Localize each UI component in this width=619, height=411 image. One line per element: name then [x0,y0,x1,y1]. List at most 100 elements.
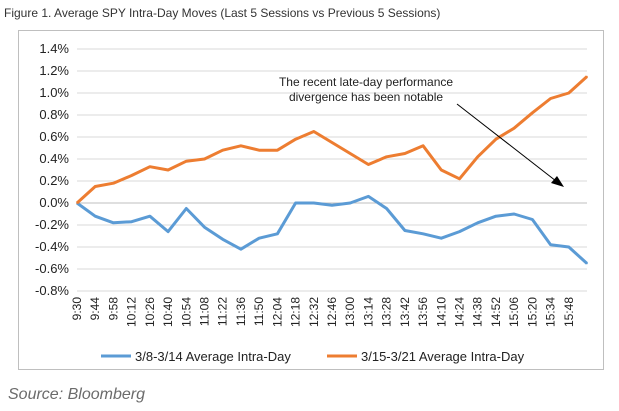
x-tick-label: 12:32 [307,297,321,327]
data-point [495,138,497,140]
legend: 3/8-3/14 Average Intra-Day 3/15-3/21 Ave… [101,349,525,364]
chart-frame: 1.4% 1.2% 1.0% 0.8% 0.6% 0.4% 0.2% 0.0% -0.2% -0.… [18,30,604,370]
data-point [313,130,315,133]
data-point [203,158,206,160]
data-point [331,204,333,206]
data-point [276,149,279,151]
annotation-line-2: divergence has been notable [289,90,443,104]
y-tick-label: 0.0% [39,195,69,210]
data-point [294,138,297,140]
legend-label-blue: 3/8-3/14 Average Intra-Day [135,349,291,364]
data-point [313,202,315,204]
data-point [458,178,461,180]
y-tick-label: 0.8% [39,107,69,122]
data-point [167,230,169,233]
data-point [258,237,260,239]
series-line-3-8-to-3-14 [76,194,589,265]
y-tick-label: -0.6% [35,261,69,276]
data-point [331,141,333,144]
x-tick-label: 12:18 [289,297,303,327]
data-point [586,262,588,265]
data-point [240,248,242,250]
x-tick-label: 11:08 [198,297,212,326]
data-point [440,237,443,239]
data-point [240,145,242,147]
x-tick-label: 14:24 [453,297,467,327]
x-tick-label: 14:52 [489,297,503,327]
grid-layer [77,48,587,292]
x-tick-label: 13:00 [343,297,357,327]
y-tick-label: 0.2% [39,173,69,188]
data-point [513,213,515,215]
line-chart: 1.4% 1.2% 1.0% 0.8% 0.6% 0.4% 0.2% 0.0% -0.2% -0.… [35,41,589,364]
y-tick-label: 1.0% [39,85,69,100]
x-tick-label: 9:44 [88,297,102,321]
source-note: Source: Bloomberg [8,386,145,403]
series-layer [75,75,589,265]
legend-label-orange: 3/15-3/21 Average Intra-Day [361,349,525,364]
data-point [568,92,570,94]
x-tick-label: 13:28 [380,297,394,327]
data-point [367,195,370,198]
x-tick-label: 13:14 [361,297,375,327]
x-tick-label: 10:54 [179,297,193,327]
y-tick-label: -0.4% [35,239,69,254]
data-point [203,226,206,228]
data-point [294,202,297,204]
data-point [112,182,115,184]
data-point [258,149,260,151]
data-point [549,244,552,246]
data-point [476,156,479,158]
x-tick-label: 11:36 [234,297,248,326]
data-point [549,97,552,100]
data-point [367,163,370,166]
y-tick-label: 0.4% [39,151,69,166]
data-point [149,165,151,168]
x-tick-label: 10:40 [161,297,175,327]
y-tick-label: 0.6% [39,129,69,144]
y-axis-tick-labels: 1.4% 1.2% 1.0% 0.8% 0.6% 0.4% 0.2% 0.0% -0.2% -0.… [35,41,69,298]
data-point [149,215,151,217]
data-point [513,127,515,129]
data-point [385,207,388,210]
x-tick-label: 13:42 [398,297,412,327]
data-point [404,229,406,232]
x-tick-label: 15:06 [507,297,521,327]
data-point [531,112,534,114]
data-point [94,185,96,188]
x-tick-label: 12:04 [270,297,284,327]
data-point [185,207,188,210]
x-tick-label: 10:26 [143,297,157,327]
x-tick-label: 15:34 [544,297,558,327]
figure-title: Figure 1. Average SPY Intra-Day Moves (L… [4,6,441,20]
data-point [221,238,224,241]
x-tick-label: 15:48 [562,297,576,327]
x-tick-label: 10:12 [125,297,139,327]
y-tick-label: -0.2% [35,217,69,232]
data-point [130,220,133,223]
data-point [349,152,352,155]
data-point [167,169,169,171]
x-tick-label: 11:22 [216,297,230,326]
x-tick-label: 9:58 [106,297,120,321]
x-axis-tick-labels: 9:30 9:44 9:58 10:12 10:26 10:40 10:54 11:08 11:… [70,297,576,327]
data-point [531,218,534,221]
data-point [94,215,96,217]
x-tick-label: 14:38 [471,297,485,327]
data-point [130,174,133,177]
data-point [385,156,388,158]
data-point [422,145,424,147]
x-tick-label: 9:30 [70,297,84,321]
data-point [185,160,188,162]
data-point [349,202,352,204]
y-tick-label: -0.8% [35,283,69,298]
data-point [221,149,224,151]
data-point [112,222,115,224]
x-tick-label: 11:50 [252,297,266,326]
annotation-arrow-head [551,176,564,187]
data-point [440,169,443,171]
x-tick-label: 12:46 [325,297,339,327]
data-point [422,233,424,235]
x-tick-label: 13:56 [416,297,430,327]
x-tick-label: 15:20 [525,297,539,327]
